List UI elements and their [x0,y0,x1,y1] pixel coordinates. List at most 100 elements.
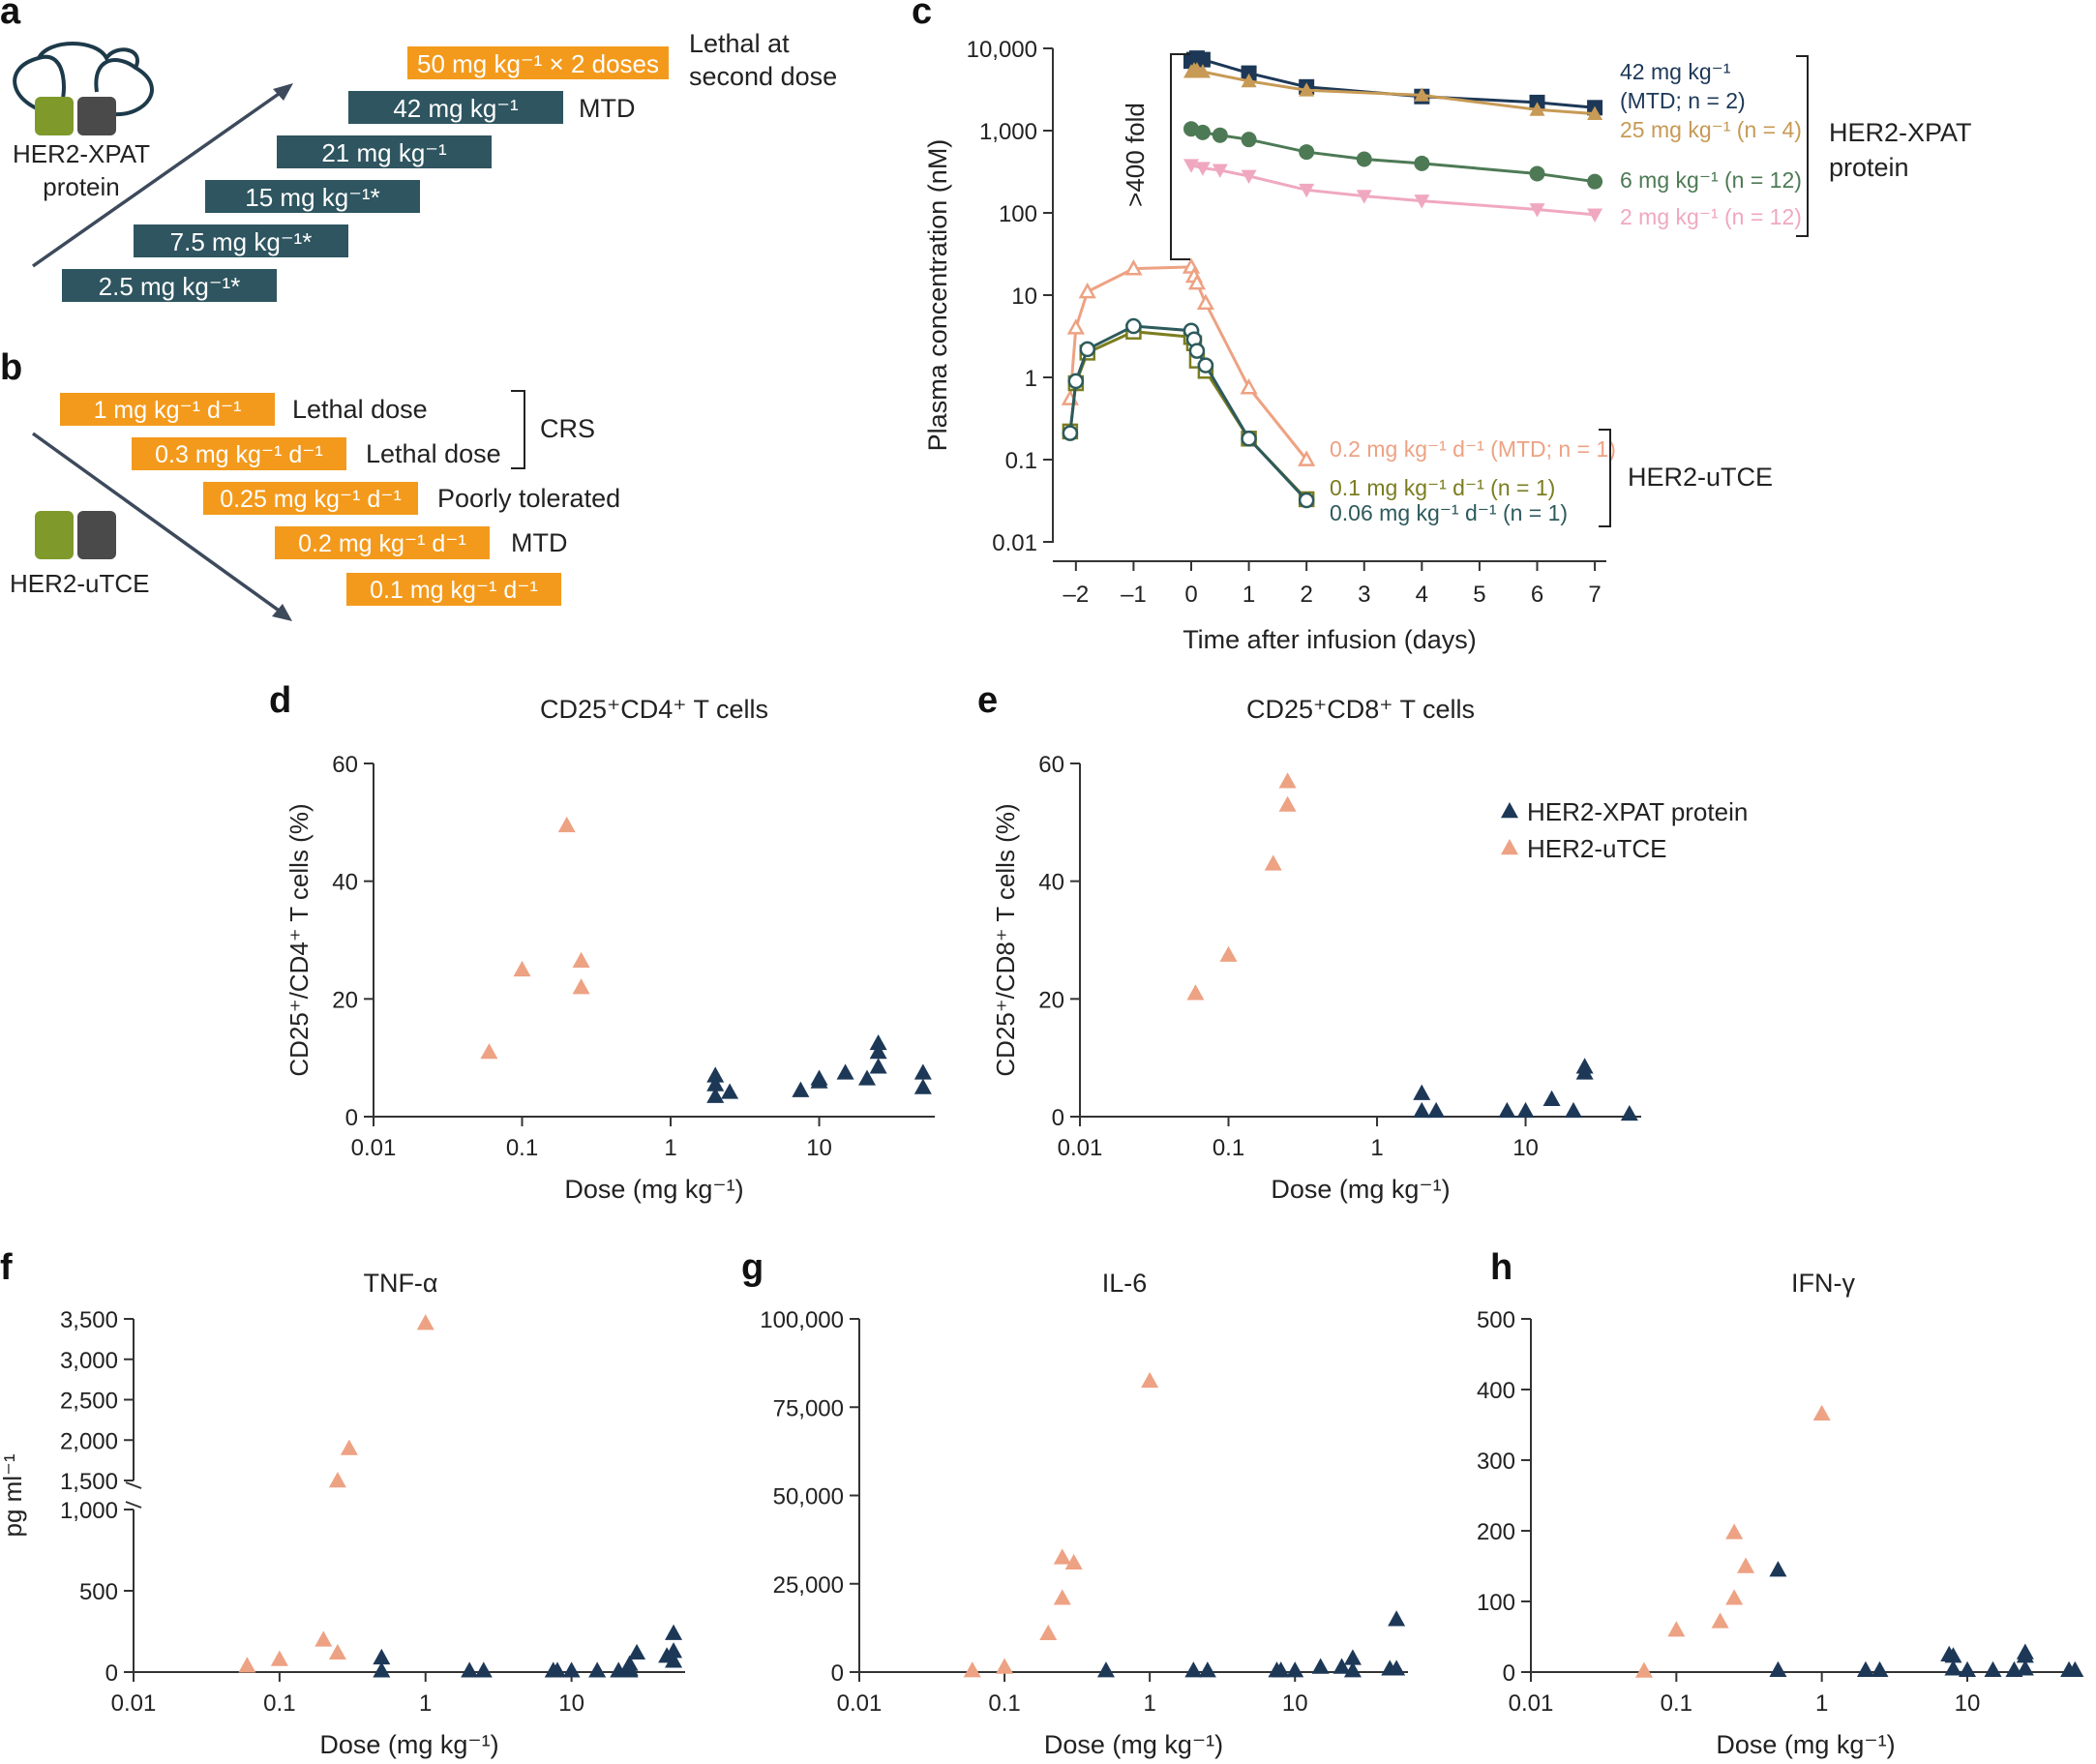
y-tick-label: 0 [1052,1105,1064,1131]
data-point [1667,1621,1686,1637]
dose-bar-label: 2.5 mg kg⁻¹* [99,272,241,301]
dose-bar-label: 0.2 mg kg⁻¹ d⁻¹ [298,530,466,557]
data-point [1343,1649,1362,1665]
data-point [1299,144,1315,161]
data-point [1286,1661,1304,1678]
y-tick-label: 2,500 [60,1389,118,1415]
dose-bar-label: 0.25 mg kg⁻¹ d⁻¹ [220,486,402,513]
panel-label-g: g [741,1247,764,1288]
x-tick-label: 0.01 [351,1135,397,1161]
data-point [1198,1661,1216,1678]
x-tick-label: 0.1 [988,1690,1020,1717]
y-tick-label: 60 [1038,752,1064,778]
data-point [963,1661,981,1678]
data-point [620,1661,639,1678]
series-label: 0.06 mg kg⁻¹ d⁻¹ (n = 1) [1330,500,1568,525]
x-tick-label: 10 [1512,1135,1539,1161]
data-point [2066,1660,2084,1678]
dose-bar [346,573,561,606]
data-point [1067,373,1085,390]
data-point [869,1058,887,1074]
dose-bar-label: 15 mg kg⁻¹* [245,183,379,212]
panel-label-h: h [1490,1247,1512,1288]
y-tick-label: 1,000 [979,119,1037,145]
dose-bar [348,91,563,124]
dose-bar [132,437,346,470]
data-point [1298,450,1316,466]
series-label: (MTD; n = 2) [1620,88,1746,113]
dose-bar-label: 50 mg kg⁻¹ × 2 doses [417,49,659,78]
data-point [1587,173,1603,190]
data-point [588,1661,607,1678]
data-point [1587,105,1603,121]
dose-bar [205,180,420,213]
chart-title: CD25⁺CD4⁺ T cells [540,695,768,724]
data-point [1343,1661,1362,1678]
y-tick-label: 0 [1503,1660,1515,1687]
y-axis-title: Plasma concentration (nM) [923,139,952,452]
x-tick-label: 0.01 [111,1690,157,1717]
data-point [314,1630,333,1647]
data-point [1299,183,1315,198]
data-point [1299,82,1315,97]
data-point [869,1033,887,1051]
chart-title: CD25⁺CD8⁺ T cells [1246,695,1475,724]
y-tick-label: 300 [1477,1449,1515,1475]
data-point [706,1087,725,1103]
x-tick-label: 0.01 [837,1690,883,1717]
data-point [1183,159,1199,173]
dose-note: Lethal dose [292,395,428,424]
dose-note: MTD [511,528,567,557]
data-point [1856,1660,1874,1678]
antibody-icon [77,97,116,135]
dose-note: Lethal at [689,29,790,58]
data-point [1096,1661,1115,1678]
data-point [1769,1660,1787,1678]
dose-bar-label: 1 mg kg⁻¹ d⁻¹ [94,397,242,424]
dose-note: Poorly tolerated [437,484,620,513]
antibody-icon [77,511,116,559]
data-point [858,1069,877,1086]
y-tick-label: 25,000 [773,1572,844,1599]
data-point [1124,259,1143,276]
y-tick-label: 0.01 [992,530,1037,556]
data-point [1587,208,1603,223]
data-point [1388,1610,1406,1627]
dose-bar-label: 42 mg kg⁻¹ [393,94,519,123]
data-point [1725,1523,1744,1540]
data-point [1634,1661,1653,1678]
dose-bar-label: 0.3 mg kg⁻¹ d⁻¹ [155,441,323,468]
data-point [1241,132,1257,148]
y-tick-label: 75,000 [773,1395,844,1421]
panel-d: d 0 20 40 60 0.01 0.1 1 10 Dose (mg kg⁻¹) CD25⁺/CD… [269,680,935,1204]
y-tick-label: 50,000 [773,1484,844,1510]
y-tick-label: 1,000 [60,1498,118,1524]
x-tick-label: 0.01 [1058,1135,1103,1161]
x-axis-title: Dose (mg kg⁻¹) [1716,1730,1895,1759]
data-point [706,1075,725,1091]
data-point [1414,87,1430,102]
panel-c: c 0.01 0.1 1 10 100 1,000 10,000 –2 –1 0 1 2 3 4 5 6 7 Tim… [912,0,1972,654]
panel-b: b 1 mg kg⁻¹ d⁻¹ Lethal dose 0.3 mg kg⁻¹ d⁻¹… [0,347,620,621]
y-tick-label: 100 [999,201,1037,227]
dose-note: MTD [579,94,635,123]
data-point [721,1083,739,1099]
data-point [1064,1553,1083,1570]
data-point [1311,1658,1330,1674]
data-point [1516,1101,1535,1119]
y-tick-label: 0 [105,1660,118,1687]
data-point [1413,1084,1431,1100]
legend-label: HER2-uTCE [1527,834,1666,863]
panel-label-b: b [0,347,22,388]
data-point [1212,127,1228,143]
data-point [1241,431,1257,447]
data-point [1278,795,1297,812]
x-tick-label: 10 [1955,1690,1981,1717]
x-tick-label: 1 [1243,582,1255,608]
dose-note: Lethal dose [366,439,501,468]
data-point [1575,1063,1594,1080]
protein-label: protein [43,172,120,201]
y-axis-title: CD25⁺/CD4⁺ T cells (%) [284,803,314,1076]
data-point [1529,102,1545,116]
data-point [328,1472,346,1488]
